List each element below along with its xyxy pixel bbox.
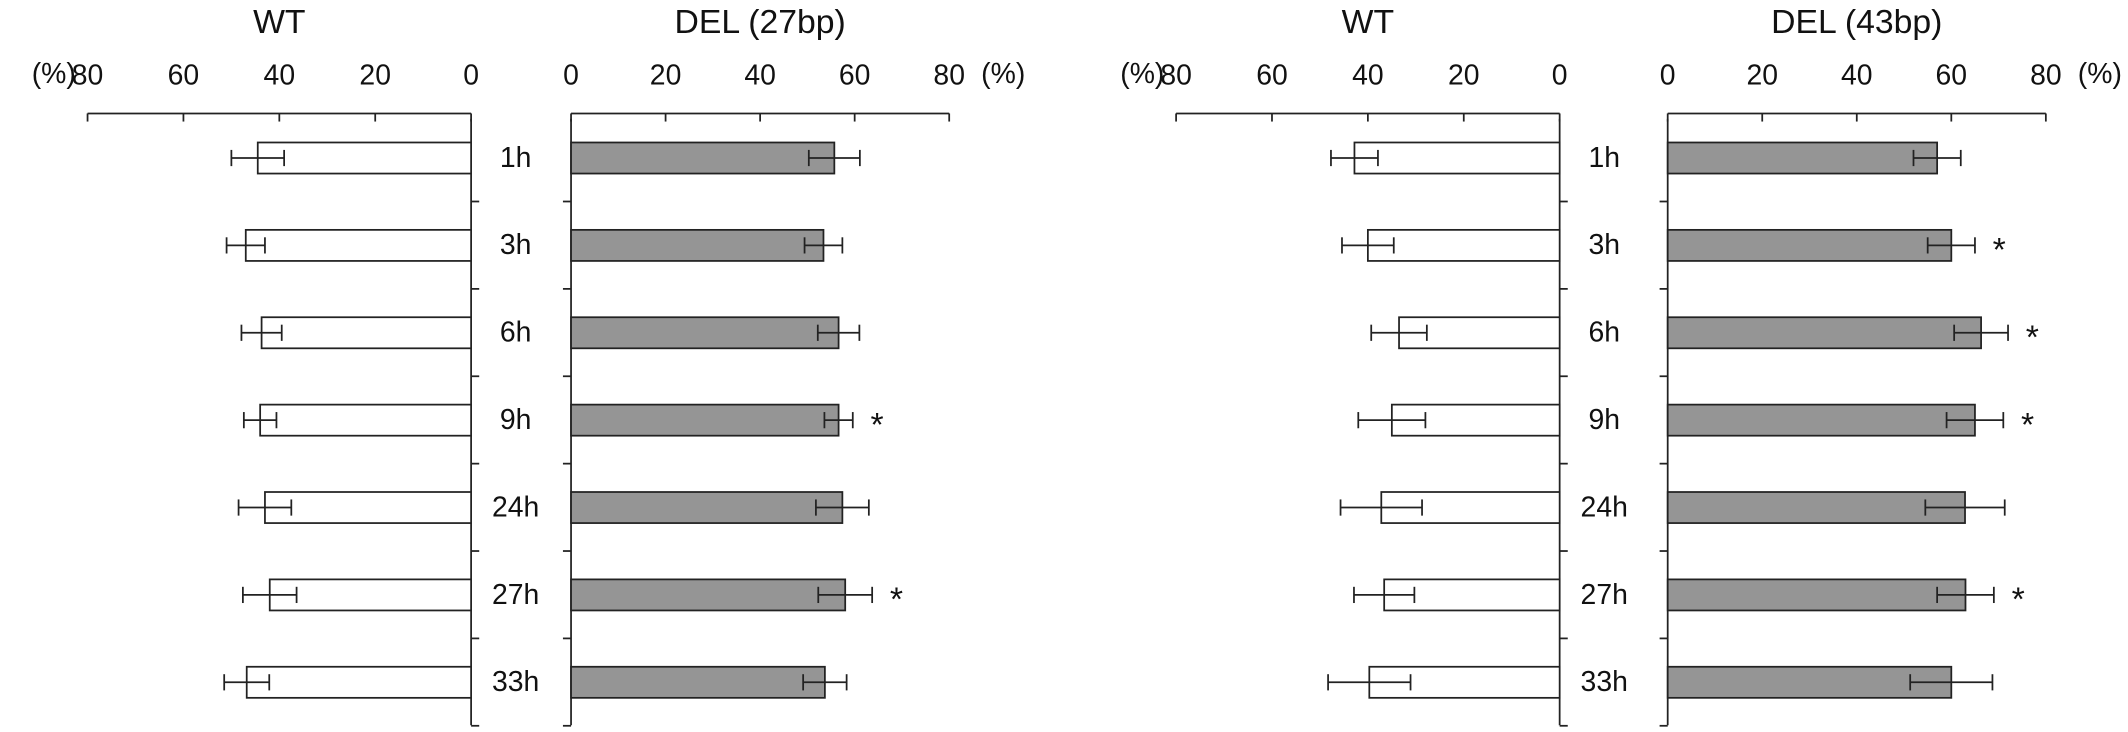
- bar: [570, 578, 847, 612]
- bar: [264, 491, 472, 524]
- bar: [259, 403, 472, 437]
- x-tick-label: 40: [1352, 59, 1384, 91]
- category-label: 6h: [1588, 317, 1620, 349]
- category-label: 27h: [1581, 579, 1628, 611]
- significance-mark: *: [890, 581, 903, 619]
- bar: [245, 665, 472, 699]
- significance-mark: *: [871, 406, 884, 444]
- x-tick-label: 60: [168, 59, 200, 91]
- x-axis-label: (%): [981, 58, 1025, 90]
- chart-title: DEL (43bp): [1771, 3, 1942, 41]
- x-axis-label: (%): [2078, 58, 2122, 90]
- bar: [268, 578, 472, 612]
- significance-mark: *: [2026, 318, 2039, 356]
- x-tick-label: 80: [933, 59, 965, 91]
- bar: [570, 316, 840, 350]
- x-tick-label: 0: [463, 59, 479, 91]
- category-label: 33h: [492, 666, 539, 698]
- bar: [1666, 491, 1966, 524]
- x-tick-label: 40: [1841, 59, 1873, 91]
- bar: [244, 228, 472, 262]
- category-label: 24h: [492, 491, 539, 523]
- significance-mark: *: [1993, 231, 2006, 269]
- category-label: 27h: [492, 579, 539, 611]
- x-tick-label: 0: [1552, 59, 1568, 91]
- category-label: 1h: [500, 142, 532, 174]
- x-axis-label: (%): [32, 58, 76, 90]
- bar: [570, 491, 844, 524]
- bar: [1666, 665, 1953, 699]
- bar: [1353, 141, 1561, 175]
- bar: [570, 141, 836, 175]
- bar: [1666, 578, 1967, 612]
- bar: [1666, 316, 1982, 350]
- chart-title: WT: [253, 3, 305, 41]
- significance-mark: *: [2021, 406, 2034, 444]
- x-tick-label: 80: [1160, 59, 1192, 91]
- bar: [570, 228, 825, 262]
- bar: [1666, 141, 1939, 175]
- x-tick-label: 20: [650, 59, 682, 91]
- category-label: 9h: [500, 404, 532, 436]
- chart-title: WT: [1342, 3, 1394, 41]
- category-label: 3h: [1588, 229, 1620, 261]
- x-tick-label: 40: [264, 59, 296, 91]
- bar: [1666, 228, 1953, 262]
- bar: [256, 141, 472, 175]
- x-tick-label: 60: [1936, 59, 1968, 91]
- x-tick-label: 20: [1746, 59, 1778, 91]
- category-label: 9h: [1588, 404, 1620, 436]
- x-tick-label: 80: [2030, 59, 2062, 91]
- x-axis-label: (%): [1120, 58, 1164, 90]
- bar: [1666, 403, 1976, 437]
- x-tick-label: 40: [744, 59, 776, 91]
- x-tick-label: 20: [359, 59, 391, 91]
- x-tick-label: 20: [1448, 59, 1480, 91]
- category-label: 24h: [1581, 491, 1628, 523]
- significance-mark: *: [2012, 581, 2025, 619]
- category-label: 1h: [1588, 142, 1620, 174]
- bar: [260, 316, 472, 350]
- bar: [1366, 228, 1561, 262]
- x-tick-label: 60: [1256, 59, 1288, 91]
- category-label: 6h: [500, 317, 532, 349]
- x-tick-label: 60: [839, 59, 871, 91]
- chart-title: DEL (27bp): [674, 3, 845, 41]
- x-tick-label: 0: [563, 59, 579, 91]
- bar: [570, 403, 840, 437]
- category-label: 33h: [1581, 666, 1628, 698]
- x-tick-label: 0: [1660, 59, 1676, 91]
- x-tick-label: 80: [72, 59, 104, 91]
- bar: [570, 665, 826, 699]
- category-label: 3h: [500, 229, 532, 261]
- bar: [1380, 491, 1561, 524]
